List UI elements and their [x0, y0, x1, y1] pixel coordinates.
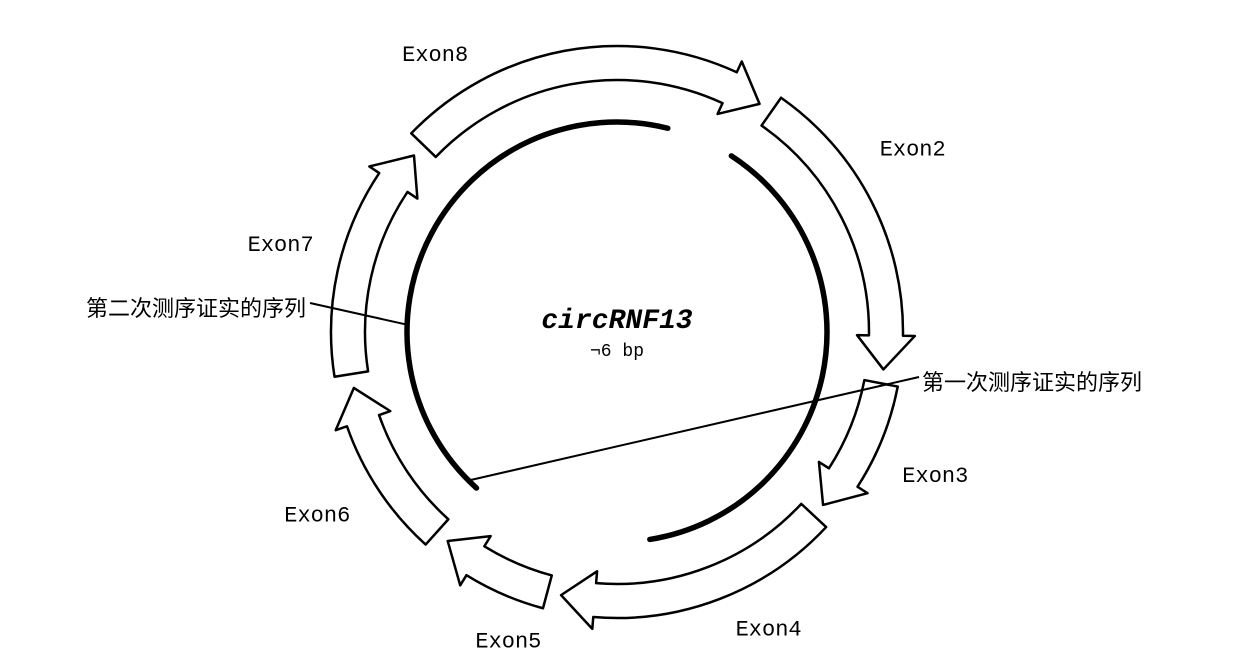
exon-label-exon4: Exon4	[736, 618, 802, 643]
exon-label-exon7: Exon7	[248, 233, 314, 258]
exon-label-exon5: Exon5	[475, 630, 541, 655]
exon-arrow-exon7	[331, 156, 417, 377]
exon-label-exon2: Exon2	[880, 137, 946, 162]
exon-arrow-exon3	[819, 380, 898, 505]
center-title: circRNF13	[541, 306, 692, 337]
exon-arrow-exon5	[448, 536, 552, 608]
center-subtitle: ¬6 bp	[590, 342, 644, 362]
exon-arrow-exon6	[336, 388, 449, 545]
exon-label-exon6: Exon6	[284, 504, 350, 529]
second-sequencing-arc-label: 第二次测序证实的序列	[86, 291, 306, 323]
exon-arrow-exon4	[561, 504, 826, 629]
exon-label-exon8: Exon8	[402, 43, 468, 68]
circ-diagram: Exon2 Exon3 Exon4 Exon5 Exon6 Exon7 Exon8 第一次测序…	[0, 0, 1235, 664]
first-sequencing-arc-label: 第一次测序证实的序列	[922, 365, 1142, 397]
exon-label-exon3: Exon3	[902, 464, 968, 489]
first-sequencing-arc	[650, 156, 827, 540]
